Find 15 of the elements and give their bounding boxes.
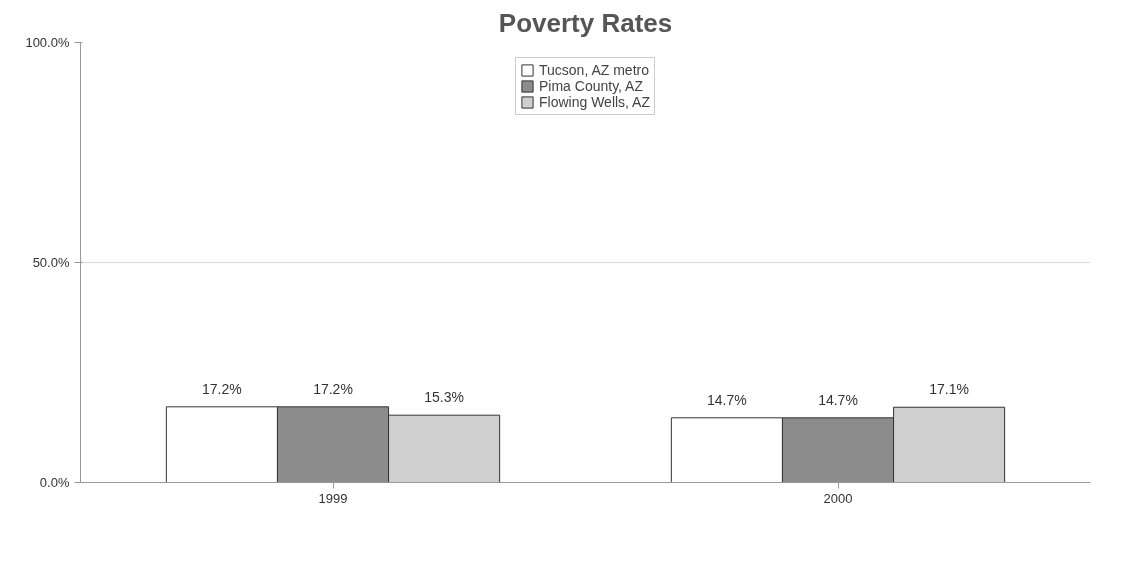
x-tick-label: 1999 (318, 490, 348, 506)
data-label: 17.2% (202, 380, 242, 397)
y-tick-label: 50.0% (32, 255, 70, 270)
data-label: 14.7% (707, 391, 747, 408)
data-label: 17.1% (929, 381, 969, 398)
legend-label: Tucson, AZ metro (539, 62, 649, 78)
legend-label: Flowing Wells, AZ (539, 94, 650, 110)
data-label: 17.2% (313, 380, 353, 397)
y-tick-label: 0.0% (39, 475, 70, 490)
chart-title: Poverty Rates (498, 7, 673, 38)
y-tick-label: 100.0% (25, 35, 70, 50)
x-tick-label: 2000 (823, 490, 853, 506)
data-label: 14.7% (818, 391, 858, 408)
legend-label: Pima County, AZ (539, 78, 644, 94)
data-label: 15.3% (424, 389, 464, 406)
